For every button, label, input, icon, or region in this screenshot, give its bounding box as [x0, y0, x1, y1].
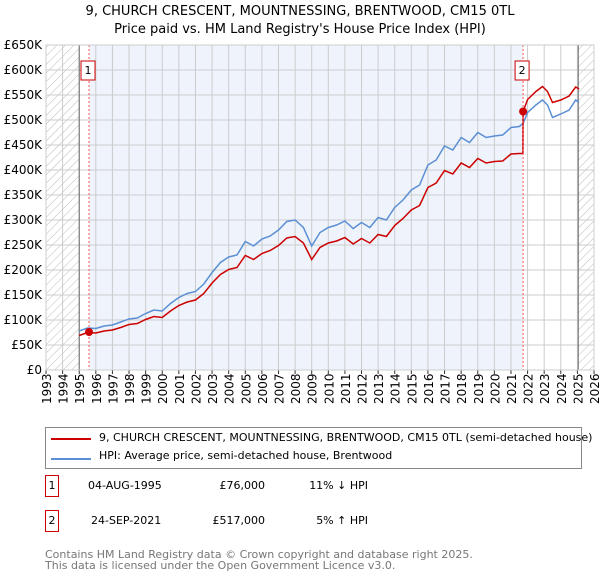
y-tick-label: £350K — [4, 188, 44, 202]
y-tick-label: £0 — [27, 363, 42, 377]
y-tick-label: £150K — [4, 288, 44, 302]
y-tick-label: £550K — [4, 88, 44, 102]
y-tick-label: £50K — [11, 338, 43, 352]
x-tick-label: 2017 — [439, 373, 453, 404]
sale-price: £76,000 — [219, 479, 266, 492]
x-tick-label: 1999 — [140, 373, 154, 404]
sale-label-box — [80, 60, 96, 81]
x-tick-label: 1995 — [73, 373, 87, 404]
sale-marker-box: 2 — [45, 510, 59, 532]
sale-date: 24-SEP-2021 — [91, 514, 162, 527]
x-tick-label: 1997 — [106, 373, 120, 404]
y-tick-label: £450K — [4, 138, 44, 152]
sale-label-box — [514, 60, 530, 81]
y-tick-label: £300K — [4, 213, 44, 227]
x-tick-label: 2019 — [472, 373, 486, 404]
x-tick-label: 2024 — [555, 373, 569, 404]
x-tick-label: 2026 — [588, 373, 600, 404]
y-tick-label: £100K — [4, 313, 44, 327]
y-tick-label: £200K — [4, 263, 44, 277]
x-tick-label: 1998 — [123, 373, 137, 404]
x-tick-label: 2023 — [538, 373, 552, 404]
legend-hpi-label: HPI: Average price, semi-detached house,… — [99, 449, 393, 462]
x-tick-label: 2014 — [389, 373, 403, 404]
sale-date: 04-AUG-1995 — [88, 479, 162, 492]
x-tick-label: 2020 — [488, 373, 502, 404]
x-tick-label: 1996 — [90, 373, 104, 404]
x-tick-label: 2000 — [156, 373, 170, 404]
chart-subtitle: Price paid vs. HM Land Registry's House … — [114, 22, 486, 37]
legend: 9, CHURCH CRESCENT, MOUNTNESSING, BRENTW… — [45, 427, 592, 469]
sale-point — [85, 328, 94, 336]
x-tick-label: 2008 — [289, 373, 303, 404]
x-tick-label: 2022 — [522, 373, 536, 404]
x-tick-label: 2001 — [173, 373, 187, 404]
sale-hpi-diff: 5% ↑ HPI — [316, 514, 368, 527]
y-tick-label: £400K — [4, 163, 44, 177]
x-tick-label: 2005 — [239, 373, 253, 404]
sale-marker-box: 1 — [45, 475, 59, 497]
sale-label: 1 — [85, 64, 92, 77]
footer: Contains HM Land Registry data © Crown c… — [45, 549, 473, 571]
price-chart: 1993 1994 1995 1996 1997 1998 1999 2000 2001 2002… — [4, 38, 600, 404]
x-tick-label: 2021 — [505, 373, 519, 404]
x-tick-label: 2006 — [256, 373, 270, 404]
legend-hpi-line — [51, 458, 91, 460]
property-price-line — [78, 85, 580, 337]
sale-price: £517,000 — [212, 514, 266, 527]
x-tick-label: 1993 — [40, 373, 54, 404]
sale-hpi-diff: 11% ↓ HPI — [309, 479, 368, 492]
x-tick-label: 2018 — [455, 373, 469, 404]
x-tick-label: 2011 — [339, 373, 353, 404]
x-tick-label: 1994 — [57, 373, 71, 404]
y-tick-label: £250K — [4, 238, 44, 252]
ownership-period-shade — [89, 45, 524, 370]
x-tick-label: 2009 — [306, 373, 320, 404]
footer-licence: This data is licensed under the Open Gov… — [45, 559, 396, 572]
x-tick-label: 2002 — [189, 373, 203, 404]
plot-border — [45, 44, 595, 371]
legend-property-line — [51, 438, 91, 440]
chart-title: 9, CHURCH CRESCENT, MOUNTNESSING, BRENTW… — [85, 4, 515, 19]
hpi-line — [78, 98, 580, 332]
x-tick-label: 2004 — [223, 373, 237, 404]
x-tick-label: 2015 — [405, 373, 419, 404]
y-tick-label: £600K — [4, 63, 44, 77]
footer-copyright: Contains HM Land Registry data © Crown c… — [45, 548, 473, 561]
x-tick-label: 2013 — [372, 373, 386, 404]
x-tick-label: 2012 — [356, 373, 370, 404]
x-tick-label: 2010 — [322, 373, 336, 404]
y-tick-label: £500K — [4, 113, 44, 127]
y-tick-label: £650K — [4, 38, 44, 52]
x-tick-label: 2003 — [206, 373, 220, 404]
x-tick-label: 2007 — [272, 373, 286, 404]
no-data-region-right — [578, 45, 594, 370]
sale-point — [519, 107, 528, 116]
sale-label: 2 — [519, 64, 526, 77]
x-tick-label: 2016 — [422, 373, 436, 404]
x-tick-label: 2025 — [571, 373, 585, 404]
legend-property-label: 9, CHURCH CRESCENT, MOUNTNESSING, BRENTW… — [99, 431, 593, 444]
